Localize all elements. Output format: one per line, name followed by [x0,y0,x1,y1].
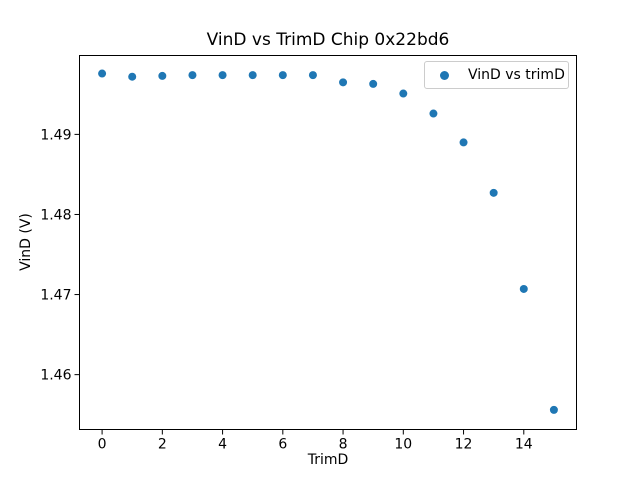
data-point [339,78,348,87]
data-point [399,89,408,98]
data-point [278,71,287,80]
data-point [248,71,257,80]
data-point [188,71,197,80]
y-tick-label: 1.49 [40,127,71,143]
x-tick-label: 0 [98,437,107,453]
y-axis-label: VinD (V) [18,213,34,271]
y-tick-label: 1.46 [40,368,71,384]
data-point [308,71,317,80]
x-tick-label: 2 [158,437,167,453]
legend-marker-icon [440,70,449,80]
x-tick-label: 14 [515,437,533,453]
data-point [158,71,167,80]
x-tick-label: 6 [278,437,287,453]
data-point [429,109,438,118]
x-tick-label: 8 [339,437,348,453]
data-point [549,405,558,414]
data-point [128,72,137,81]
x-axis-label: TrimD [307,452,349,468]
y-tick-label: 1.48 [40,207,71,223]
axes-frame [79,55,577,430]
x-tick-label: 12 [455,437,473,453]
legend-label: VinD vs trimD [468,67,565,83]
data-point [369,79,378,88]
data-point [489,188,498,197]
data-point [459,138,468,147]
x-tick-label: 10 [394,437,412,453]
data-point [218,71,227,80]
y-tick-label: 1.47 [40,288,71,304]
data-point [98,69,107,78]
data-point [519,284,528,293]
legend: VinD vs trimD [424,61,569,89]
x-tick-label: 4 [218,437,227,453]
chart-title: VinD vs TrimD Chip 0x22bd6 [206,30,450,50]
